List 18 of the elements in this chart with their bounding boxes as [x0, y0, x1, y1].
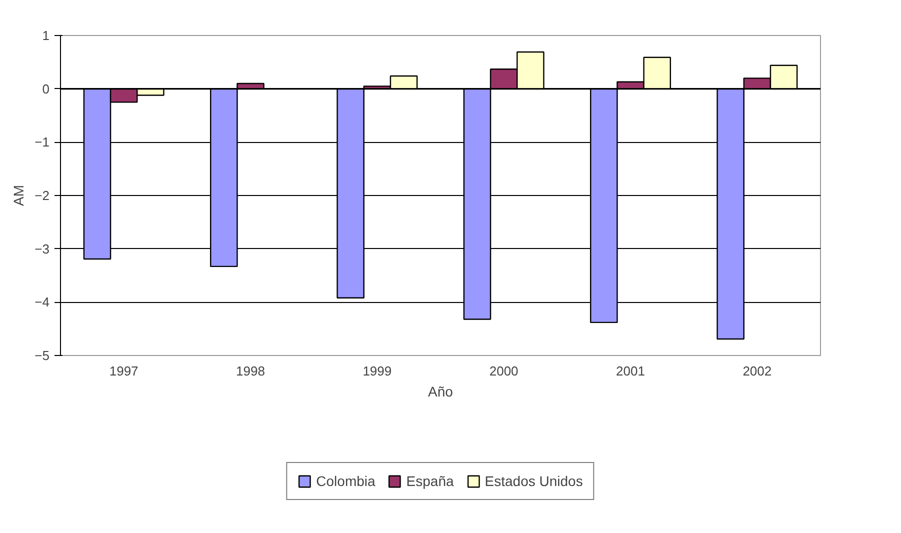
y-tick-label: 0 [42, 81, 50, 96]
y-tick-label: 1 [42, 28, 50, 43]
x-tick-label: 2002 [742, 364, 772, 378]
x-tick-label: 1999 [362, 364, 392, 378]
x-tick-label: 1998 [236, 364, 265, 378]
x-tick-label: 2001 [616, 364, 645, 378]
y-tick-label: −2 [34, 188, 50, 203]
x-tick-label: 1997 [109, 364, 138, 378]
legend-label: Colombia [316, 473, 376, 489]
x-axis-title: Año [428, 384, 454, 400]
y-axis-title: AM [10, 185, 27, 206]
legend-label: Estados Unidos [484, 473, 583, 489]
y-tick-label: −5 [34, 348, 50, 363]
x-tick-label: 2000 [489, 364, 518, 378]
y-tick-label: −4 [34, 294, 50, 310]
y-tick-label: −3 [34, 241, 50, 256]
legend-label: España [406, 473, 454, 489]
y-tick-label: −1 [34, 134, 50, 150]
